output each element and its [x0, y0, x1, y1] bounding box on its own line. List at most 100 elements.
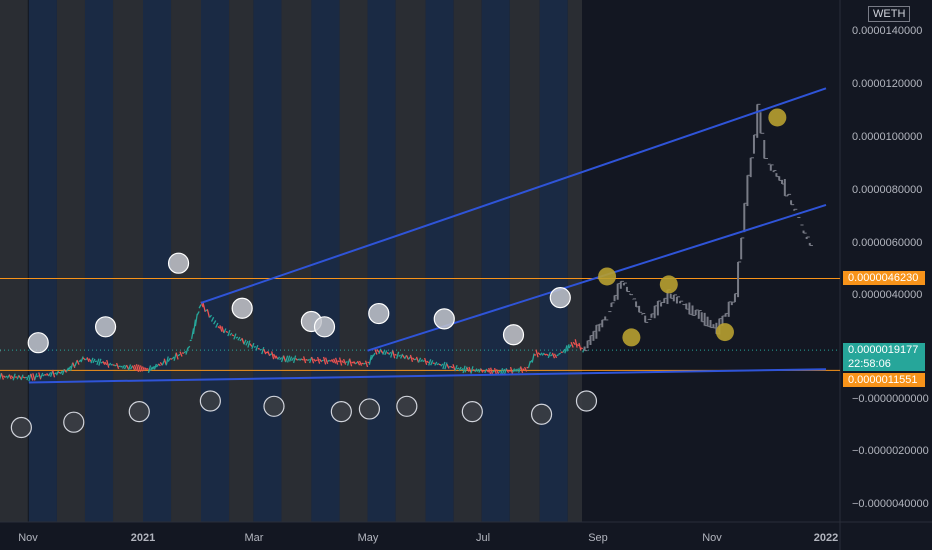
price-candle [392, 350, 396, 359]
price-candle [20, 374, 24, 381]
background-band [253, 0, 282, 522]
price-candle [337, 360, 340, 363]
price-candle [55, 370, 60, 376]
price-candle [167, 357, 171, 362]
price-candle [338, 357, 343, 366]
price-candle [394, 353, 397, 356]
price-candle [508, 369, 511, 372]
target-marker [768, 108, 787, 127]
price-candle [249, 343, 253, 347]
price-candle [423, 357, 428, 366]
price-candle [553, 353, 558, 359]
price-candle [275, 355, 279, 360]
background-bands [0, 0, 582, 522]
price-candle [0, 373, 4, 380]
price-candle [49, 370, 54, 377]
price-candle [535, 349, 539, 358]
x-tick-label: Mar [245, 532, 264, 544]
price-candle [386, 352, 390, 355]
price-candle [82, 357, 86, 361]
price-candle [8, 374, 12, 380]
price-candle [100, 361, 104, 364]
price-candle [466, 367, 470, 372]
price-candle [173, 353, 177, 361]
price-candle [243, 339, 247, 345]
background-band [509, 0, 540, 522]
price-candle [273, 353, 277, 359]
cycle-marker [502, 324, 525, 346]
price-candle [251, 342, 255, 350]
price-candle [495, 369, 500, 375]
price-candle [511, 368, 516, 373]
price-candle [384, 350, 388, 356]
price-candle [121, 364, 126, 369]
y-axis: 0.0000140000 0.0000120000 0.0000100000 0.00… [839, 0, 929, 550]
price-candle [430, 360, 434, 366]
price-candle [231, 334, 235, 337]
price-candle [301, 358, 304, 361]
price-candle [135, 364, 140, 373]
price-candle [539, 352, 543, 356]
cycle-marker [199, 390, 221, 412]
price-candle [411, 357, 415, 361]
price-candle [380, 349, 384, 354]
price-candle [65, 367, 70, 372]
price-candle [458, 366, 462, 372]
price-candle [450, 366, 454, 369]
y-tick-label: 0.0000140000 [852, 25, 922, 37]
background-band [339, 0, 368, 522]
price-candle [161, 360, 165, 366]
price-candle [183, 350, 187, 354]
background-band [0, 0, 28, 522]
price-candle [464, 366, 468, 373]
x-tick-label: Sep [588, 532, 608, 544]
price-candle [157, 363, 161, 367]
background-band [425, 0, 454, 522]
price-candle [353, 361, 357, 365]
price-candle [239, 338, 243, 342]
price-candle [488, 367, 492, 375]
price-candle [30, 373, 34, 381]
price-candle [143, 367, 147, 371]
price-candle [409, 354, 414, 363]
price-candle [26, 374, 30, 381]
price-candle [12, 373, 16, 381]
price-candle [155, 364, 159, 368]
price-candle [187, 345, 191, 349]
price-candle [334, 357, 339, 365]
price-candle [221, 326, 225, 334]
price-candle [558, 352, 561, 355]
price-candle [476, 368, 480, 372]
price-candle [179, 351, 183, 357]
price-candle [146, 367, 149, 371]
price-candle [331, 359, 335, 364]
price-candle [529, 359, 533, 363]
price-candle [378, 348, 382, 355]
price-candle [70, 362, 74, 371]
price-candle [527, 360, 531, 368]
price-candle [84, 358, 88, 361]
price-candle [269, 353, 273, 356]
cycle-marker [461, 401, 483, 423]
cycle-marker [263, 395, 285, 417]
symbol-badge[interactable]: WETH [868, 6, 911, 22]
price-candle [367, 361, 370, 364]
projected-series [583, 103, 813, 352]
price-candle [194, 313, 198, 327]
price-candle [198, 304, 202, 309]
price-candle [578, 342, 582, 351]
price-candle [175, 352, 179, 360]
price-candle [191, 328, 195, 340]
price-candle [177, 353, 181, 357]
base-support-trend-line [28, 368, 827, 384]
price-candle [299, 358, 303, 361]
price-candle [434, 361, 438, 366]
price-candle [537, 352, 541, 356]
cycle-marker [231, 297, 253, 319]
background-band [453, 0, 482, 522]
price-candle [428, 359, 432, 366]
price-candle [34, 373, 38, 380]
price-candle [59, 370, 63, 375]
